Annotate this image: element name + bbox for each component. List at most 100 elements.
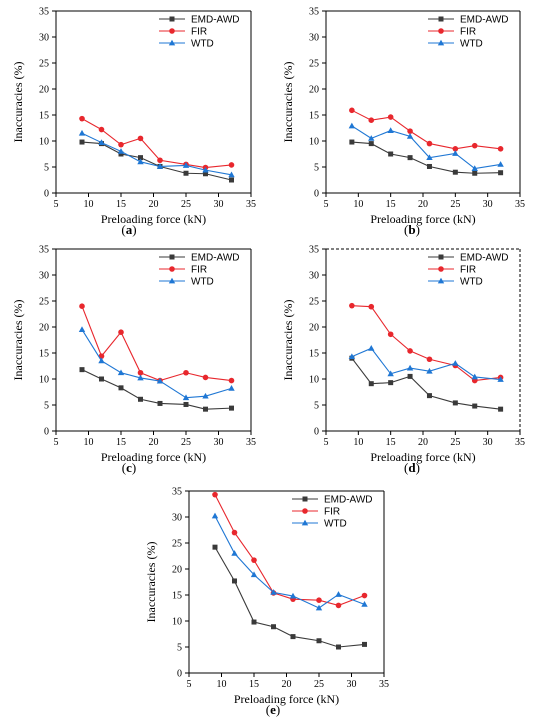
y-tick-label: 10: [39, 375, 49, 386]
data-point-wtd: [315, 604, 323, 611]
data-point-fir: [79, 303, 85, 310]
data-point-emd-awd: [362, 641, 367, 647]
data-point-wtd: [182, 394, 190, 401]
legend-marker: [168, 277, 176, 284]
data-point-wtd: [228, 385, 235, 391]
y-tick-label: 15: [39, 111, 49, 122]
x-tick-label: 15: [116, 199, 126, 210]
data-point-wtd: [156, 163, 164, 169]
y-tick-label: 0: [314, 427, 319, 438]
data-point-fir: [452, 146, 459, 152]
y-tick-label: 30: [309, 33, 319, 44]
x-tick-label: 5: [54, 437, 59, 448]
data-point-fir: [79, 115, 85, 122]
series-line-wtd: [81, 132, 232, 176]
data-point-emd-awd: [203, 171, 208, 177]
y-tick-label: 15: [309, 349, 319, 360]
series-line-fir: [214, 494, 365, 606]
x-tick-label: 5: [324, 199, 329, 210]
data-point-fir: [349, 302, 355, 309]
data-point-wtd: [231, 550, 238, 556]
panel-label: (e): [266, 702, 280, 717]
data-point-fir: [368, 303, 375, 310]
x-tick-label: 20: [418, 437, 428, 448]
x-tick-label: 20: [282, 679, 292, 690]
x-tick-label: 15: [386, 437, 396, 448]
data-point-emd-awd: [99, 376, 104, 382]
data-point-fir: [497, 146, 504, 152]
x-tick-label: 15: [116, 437, 126, 448]
legend-label: EMD-AWD: [460, 15, 509, 26]
y-tick-label: 20: [172, 565, 182, 576]
data-point-fir: [202, 374, 209, 381]
data-point-emd-awd: [232, 578, 237, 584]
panel-label: (c): [122, 460, 136, 475]
data-point-fir: [228, 377, 235, 384]
legend-label: EMD-AWD: [191, 253, 240, 264]
x-tick-label: 30: [483, 199, 493, 210]
series-line-emd-awd: [81, 141, 232, 181]
data-point-emd-awd: [388, 151, 394, 157]
data-point-wtd: [211, 512, 219, 519]
y-tick-label: 5: [314, 163, 319, 174]
x-tick-label: 25: [314, 679, 324, 690]
data-point-emd-awd: [316, 638, 322, 644]
data-point-emd-awd: [407, 373, 413, 379]
y-tick-label: 15: [172, 591, 182, 602]
data-point-wtd: [497, 376, 504, 382]
data-point-wtd: [497, 161, 504, 167]
data-point-wtd: [426, 154, 433, 161]
data-point-wtd: [406, 133, 414, 139]
y-tick-label: 30: [39, 271, 49, 282]
data-point-fir: [426, 140, 433, 147]
data-point-emd-awd: [388, 380, 394, 386]
legend-marker: [437, 39, 445, 46]
y-tick-label: 5: [177, 643, 182, 654]
y-tick-label: 35: [39, 245, 49, 256]
data-point-emd-awd: [118, 151, 124, 157]
data-point-wtd: [368, 135, 375, 141]
x-tick-label: 10: [353, 437, 363, 448]
x-tick-label: 35: [515, 437, 525, 448]
y-tick-label: 5: [314, 401, 319, 412]
x-tick-label: 10: [217, 679, 227, 690]
data-point-emd-awd: [118, 385, 124, 391]
data-point-emd-awd: [472, 170, 478, 176]
legend-marker: [438, 16, 444, 22]
x-tick-label: 35: [246, 199, 256, 210]
data-point-fir: [228, 162, 235, 168]
legend-label: WTD: [460, 39, 483, 50]
data-point-wtd: [78, 129, 86, 136]
x-tick-label: 15: [249, 679, 259, 690]
data-point-fir: [426, 356, 433, 363]
series-line-wtd: [351, 347, 501, 381]
legend-label: WTD: [324, 519, 347, 530]
data-point-fir: [157, 157, 163, 164]
data-point-wtd: [137, 158, 144, 165]
data-point-fir: [361, 592, 368, 599]
data-point-wtd: [202, 392, 209, 399]
series-line-emd-awd: [81, 369, 232, 410]
x-tick-label: 30: [347, 679, 357, 690]
legend-label: FIR: [324, 507, 340, 518]
x-tick-label: 5: [187, 679, 192, 690]
x-tick-label: 15: [386, 199, 396, 210]
y-tick-label: 30: [172, 513, 182, 524]
data-point-fir: [387, 114, 394, 120]
x-tick-label: 30: [214, 437, 224, 448]
data-point-emd-awd: [183, 401, 189, 407]
x-tick-label: 30: [483, 437, 493, 448]
x-tick-label: 25: [181, 199, 191, 210]
data-point-emd-awd: [349, 139, 355, 145]
y-tick-label: 10: [309, 375, 319, 386]
data-point-emd-awd: [79, 139, 85, 145]
x-tick-label: 30: [214, 199, 224, 210]
y-tick-label: 20: [39, 323, 49, 334]
series-line-fir: [351, 305, 501, 382]
legend-marker: [301, 519, 309, 526]
y-axis-title: Inaccuracies (%): [281, 62, 295, 143]
y-tick-label: 20: [309, 85, 319, 96]
data-point-fir: [118, 329, 124, 336]
